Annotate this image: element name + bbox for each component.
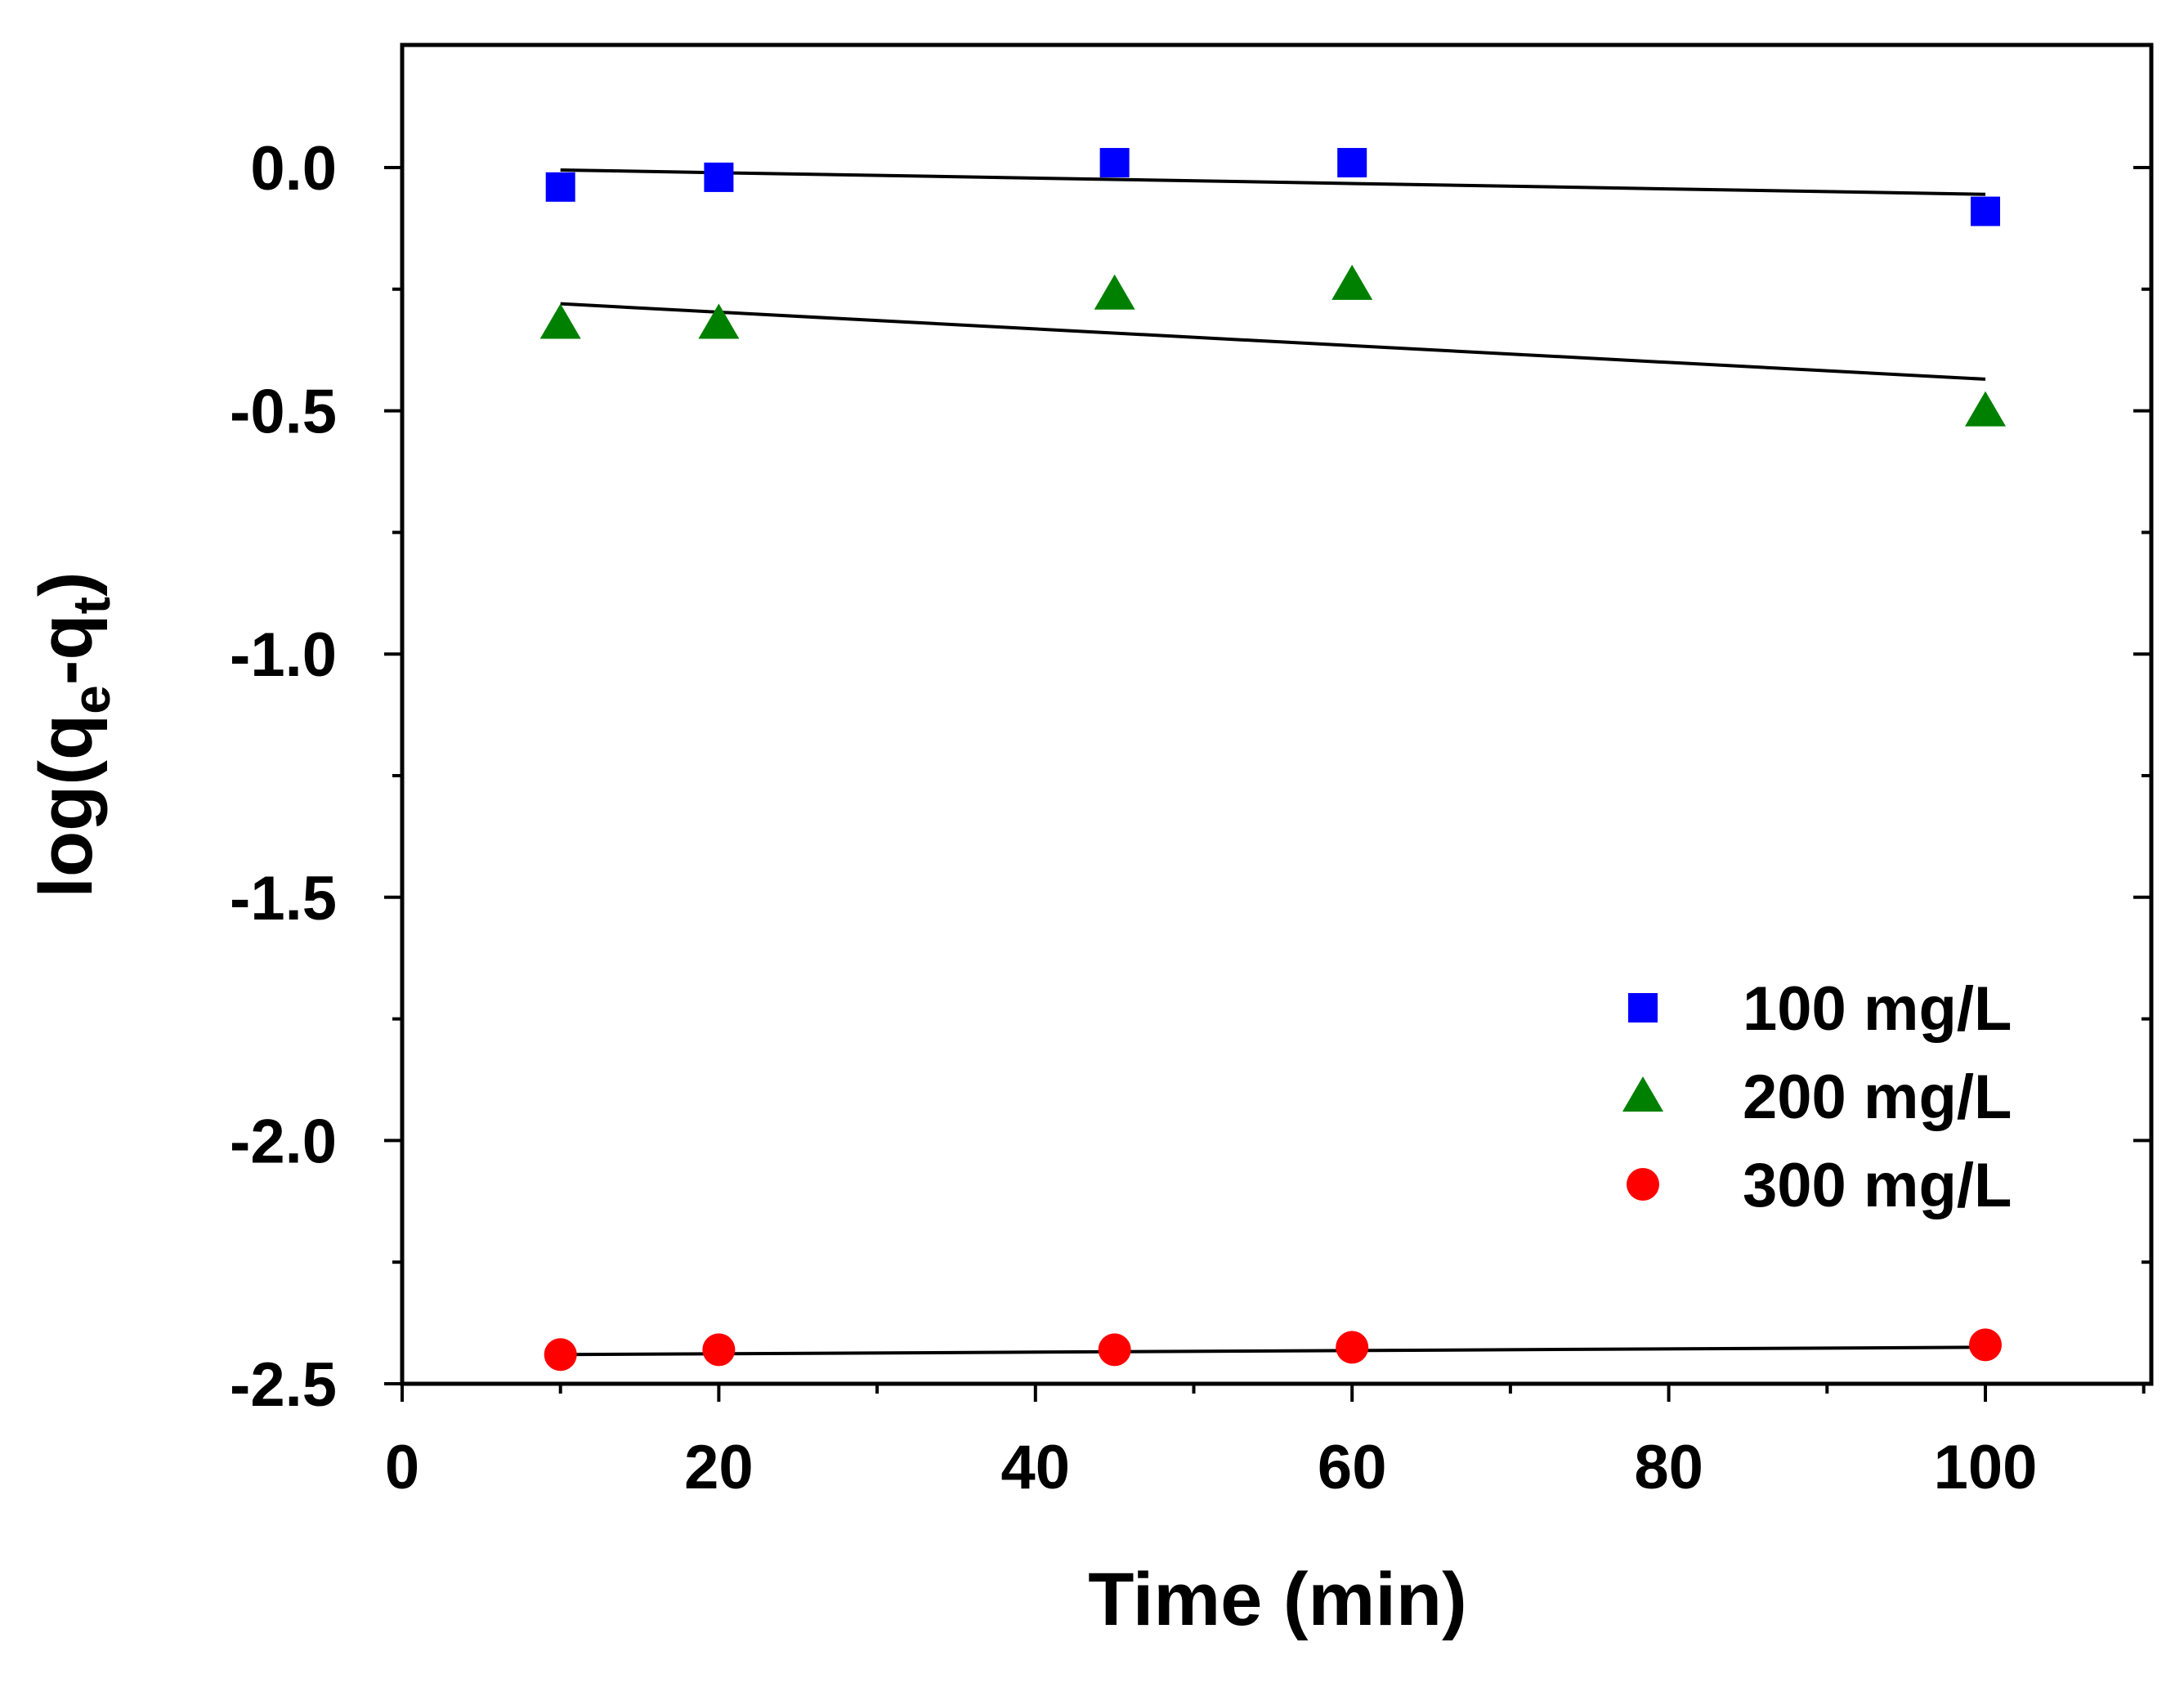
data-point: [1971, 196, 2000, 226]
data-point: [539, 303, 581, 339]
data-point: [1969, 1328, 2002, 1362]
y-tick-label: -1.5: [230, 864, 337, 933]
data-point: [704, 162, 734, 192]
y-tick-label: -0.5: [230, 378, 337, 447]
x-axis-title: Time (min): [1088, 1558, 1466, 1641]
data-point: [1098, 1333, 1131, 1367]
x-tick-label: 40: [1001, 1433, 1071, 1502]
y-axis-title: log(qe-qt): [25, 571, 121, 897]
y-tick-label: -1.0: [230, 620, 337, 690]
data-point: [545, 172, 575, 202]
legend-label: 300 mg/L: [1743, 1151, 2012, 1220]
legend-marker: [1622, 1076, 1663, 1112]
data-point: [698, 303, 740, 339]
fit-line: [560, 1345, 1986, 1357]
x-tick-label: 80: [1634, 1433, 1703, 1502]
legend: 100 mg/L 200 mg/L 300 mg/L: [1622, 974, 2012, 1220]
y-title-mid: -q: [25, 614, 108, 685]
plot-area-frame: [400, 43, 2154, 1386]
data-point: [1336, 1331, 1369, 1364]
legend-marker: [1627, 1168, 1659, 1201]
data-point: [544, 1338, 577, 1372]
legend-marker: [1628, 993, 1658, 1022]
x-tick-label: 60: [1318, 1433, 1387, 1502]
legend-label: 100 mg/L: [1743, 974, 2012, 1044]
y-tick-label: 0.0: [250, 134, 337, 204]
y-title-sub-t: t: [62, 597, 121, 614]
y-tick-label: -2.0: [230, 1107, 337, 1176]
fit-line: [560, 168, 1986, 196]
legend-label: 200 mg/L: [1743, 1063, 2012, 1132]
y-tick-label: -2.5: [230, 1350, 337, 1420]
data-point: [1965, 391, 2006, 427]
x-tick-label: 20: [684, 1433, 754, 1502]
data-point: [702, 1333, 736, 1367]
fit-line: [560, 302, 1986, 381]
data-point: [1099, 148, 1130, 178]
data-point: [1094, 274, 1135, 310]
x-tick-label: 100: [1934, 1433, 2038, 1502]
y-title-end: ): [25, 571, 108, 597]
y-title-base: log(q: [25, 714, 108, 898]
data-point: [1337, 148, 1367, 178]
axis-ticks: 0 20 40 60 80 100 0.0 -0.5 -1.0 -1.5 -2.0 -2.5: [230, 134, 2151, 1502]
data-points: [539, 148, 2006, 1372]
data-point: [1331, 264, 1373, 300]
x-tick-label: 0: [385, 1433, 419, 1502]
y-title-sub-e: e: [62, 685, 121, 714]
fit-lines: [560, 168, 1986, 1357]
